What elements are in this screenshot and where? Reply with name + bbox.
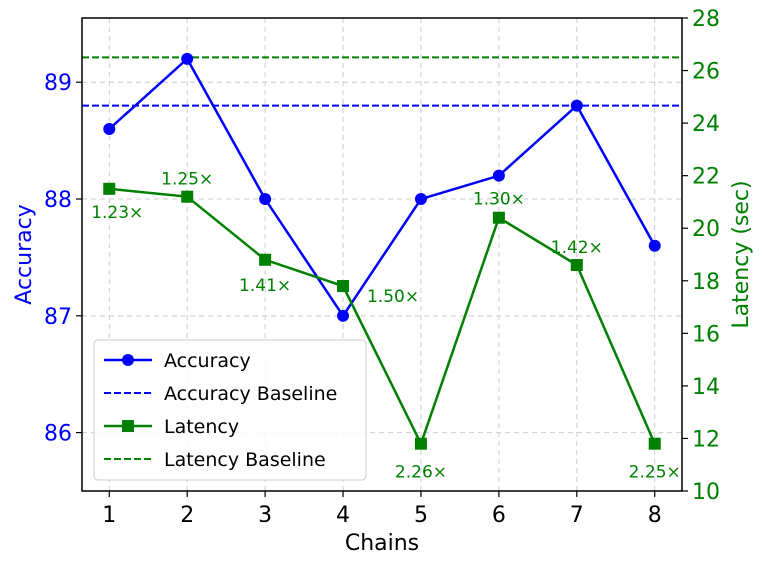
y-right-tick-label: 26 — [692, 60, 720, 85]
y-right-tick-label: 28 — [692, 7, 720, 32]
latency-point — [259, 253, 272, 266]
series-markers — [103, 52, 661, 450]
latency-point — [570, 259, 583, 272]
speedup-label: 2.25× — [629, 463, 681, 483]
y-left-tick-label: 87 — [44, 305, 72, 330]
x-tick-label: 1 — [102, 503, 116, 528]
y-right-tick-label: 12 — [692, 427, 720, 452]
accuracy-point — [337, 309, 350, 322]
latency-point — [492, 211, 505, 224]
speedup-label: 1.30× — [473, 190, 525, 210]
y-right-tick-label: 18 — [692, 270, 720, 295]
latency-point — [648, 437, 661, 450]
y-axis-left-title: Accuracy — [12, 204, 37, 304]
accuracy-point — [492, 169, 505, 182]
legend-box — [93, 339, 367, 481]
accuracy-point — [103, 122, 116, 135]
legend-marker — [122, 354, 134, 366]
latency-point — [103, 182, 116, 195]
x-tick-label: 5 — [414, 503, 428, 528]
speedup-label: 1.41× — [239, 276, 291, 296]
latency-point — [414, 437, 427, 450]
legend-label: Latency — [164, 416, 239, 438]
accuracy-point — [181, 52, 194, 65]
y-left-tick-label: 89 — [44, 71, 72, 96]
latency-point — [337, 280, 350, 293]
speedup-label: 2.26× — [395, 463, 447, 483]
y-right-tick-label: 24 — [692, 112, 720, 137]
legend-label: Latency Baseline — [164, 449, 326, 471]
legend-label: Accuracy Baseline — [164, 383, 337, 405]
plot-frame — [81, 17, 683, 492]
accuracy-point — [414, 193, 427, 206]
latency-point — [181, 190, 194, 203]
series-lines — [108, 56, 656, 447]
y-left-tick-label: 88 — [44, 188, 72, 213]
accuracy-series-line — [108, 56, 656, 319]
legend-marker — [122, 420, 134, 432]
y-right-tick-label: 14 — [692, 375, 720, 400]
latency-series-line — [109, 187, 656, 447]
x-tick-label: 3 — [258, 503, 272, 528]
y-left-tick-label: 86 — [44, 422, 72, 447]
x-tick-label: 4 — [336, 503, 350, 528]
speedup-label: 1.50× — [367, 287, 419, 307]
x-tick-label: 7 — [570, 503, 584, 528]
speedup-annotations: 1.23× 1.25× 1.41× 1.50× 2.26× 1.30× 1.42× 2.25× — [91, 170, 681, 483]
x-axis-title: Chains — [345, 531, 419, 556]
accuracy-point — [570, 99, 583, 112]
speedup-label: 1.23× — [91, 203, 143, 223]
y-right-tick-label: 20 — [692, 217, 720, 242]
speedup-label: 1.42× — [551, 238, 603, 258]
x-tick-label: 8 — [648, 503, 662, 528]
accuracy-point — [259, 193, 272, 206]
y-right-tick-label: 10 — [692, 480, 720, 505]
baselines — [82, 56, 682, 107]
legend-label: Accuracy — [164, 350, 251, 372]
x-tick-label: 6 — [492, 503, 506, 528]
legend: Accuracy Accuracy Baseline Latency Latency … — [93, 339, 367, 481]
x-tick-label: 2 — [180, 503, 194, 528]
accuracy-point — [648, 239, 661, 252]
speedup-label: 1.25× — [161, 170, 213, 190]
y-right-tick-label: 16 — [692, 322, 720, 347]
y-axis-right-title: Latency (sec) — [729, 180, 754, 328]
y-right-tick-label: 22 — [692, 165, 720, 190]
